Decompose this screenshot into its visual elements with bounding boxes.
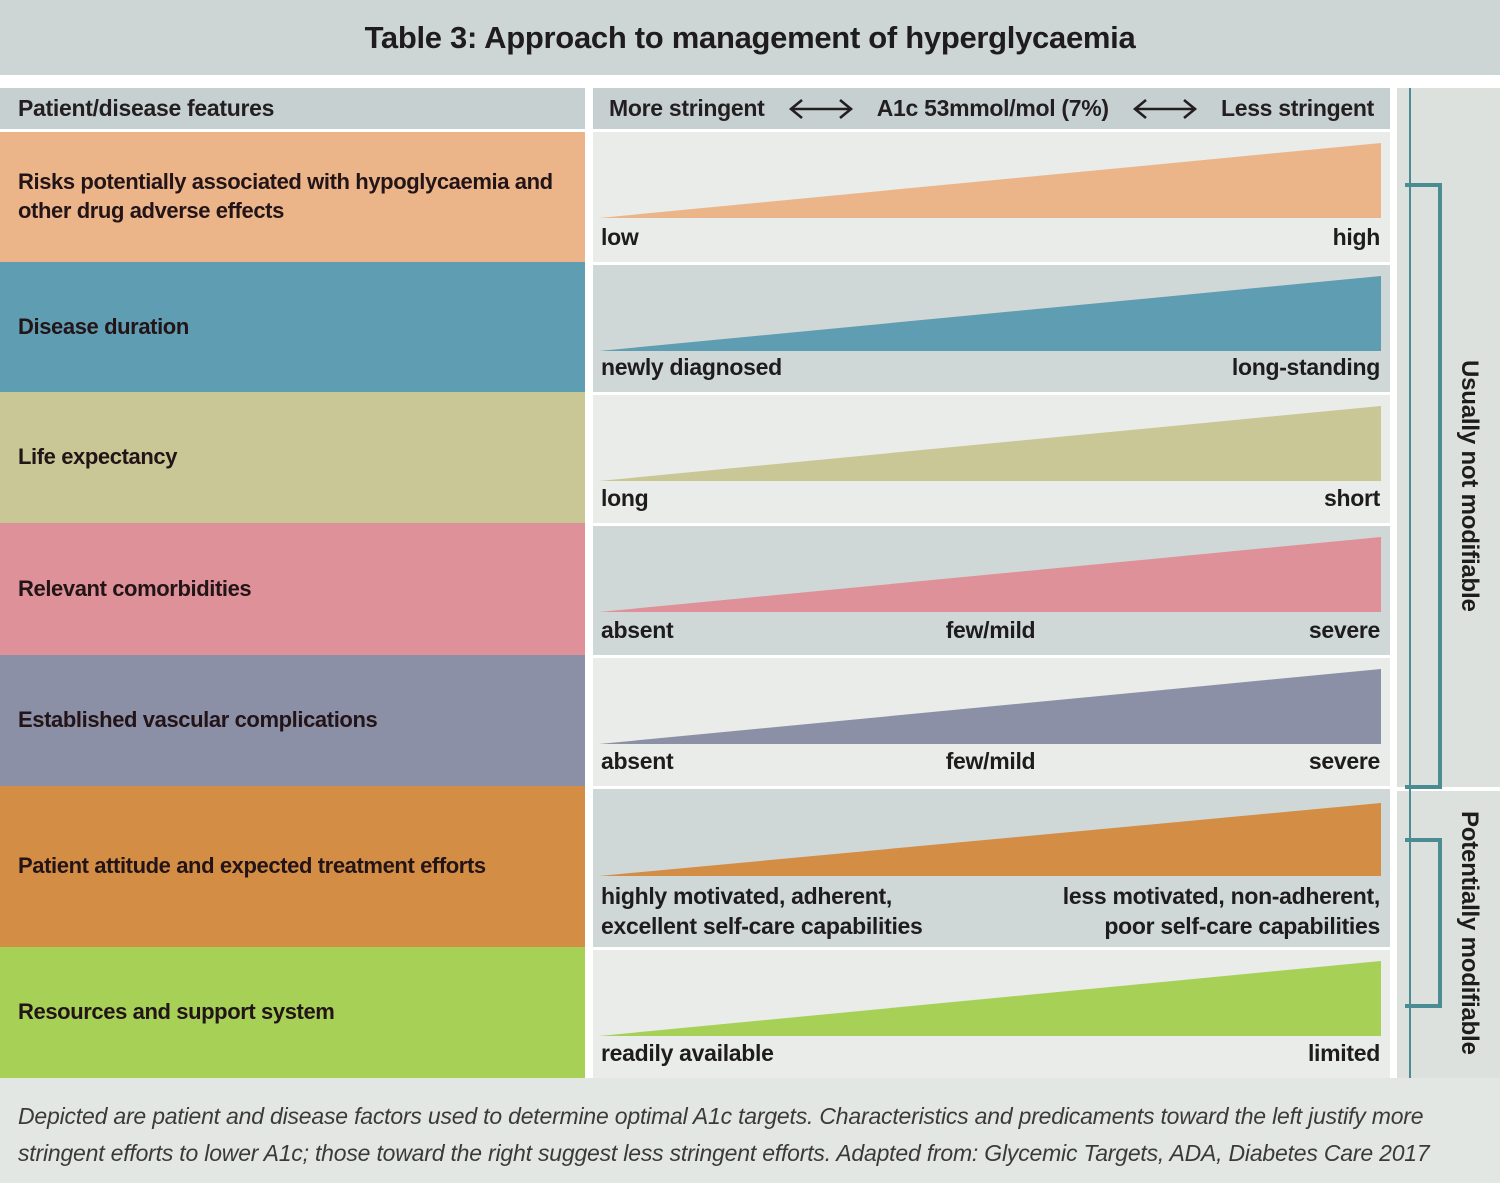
gradient-row-comorbidities: absent few/mild severe xyxy=(593,523,1390,655)
scale-labels: low high xyxy=(601,224,1380,251)
table-body: Patient/disease features Risks potential… xyxy=(0,88,1500,1078)
double-arrow-icon xyxy=(1132,98,1197,119)
gradient-triangle xyxy=(599,406,1381,481)
scale-right-label: severe xyxy=(1308,748,1380,774)
feature-cell-comorbidities: Relevant comorbidities xyxy=(0,523,585,655)
scale-left-label: highly motivated, adherent, excellent se… xyxy=(601,883,923,940)
bracket-tick xyxy=(1405,785,1442,789)
stringency-header: More stringent A1c 53mmol/mol (7%) Less … xyxy=(593,88,1390,132)
gradient-triangle xyxy=(599,669,1381,744)
footnote-area: Depicted are patient and disease factors… xyxy=(0,1078,1500,1183)
feature-cell-patient-attitude: Patient attitude and expected treatment … xyxy=(0,786,585,947)
stringency-column: More stringent A1c 53mmol/mol (7%) Less … xyxy=(593,88,1390,1078)
feature-cell-disease-duration: Disease duration xyxy=(0,262,585,392)
feature-label: Relevant comorbidities xyxy=(18,575,252,601)
scale-center-label: few/mild xyxy=(945,617,1036,643)
scale-labels: long short xyxy=(601,485,1380,512)
usually-not-modifiable-label: Usually not modifiable xyxy=(1456,360,1483,612)
gradient-row-patient-attitude: highly motivated, adherent, excellent se… xyxy=(593,786,1390,947)
scale-labels: absent few/mild severe xyxy=(601,748,1380,775)
scale-right-label: severe xyxy=(1308,617,1380,643)
feature-label: Life expectancy xyxy=(18,444,178,470)
gradient-triangle xyxy=(599,537,1381,612)
a1c-target-label: A1c 53mmol/mol (7%) xyxy=(876,95,1109,121)
feature-column-header-label: Patient/disease features xyxy=(18,95,275,121)
scale-right-label: long-standing xyxy=(1231,354,1380,380)
scale-left-label: long xyxy=(601,485,649,511)
usually-not-modifiable-bracket xyxy=(1438,183,1442,789)
feature-label: Established vascular complications xyxy=(18,707,378,733)
feature-label: Risks potentially associated with hypogl… xyxy=(18,169,553,223)
scale-left-label: absent xyxy=(601,748,674,774)
bracket-tick xyxy=(1405,1004,1442,1008)
feature-label: Disease duration xyxy=(18,313,189,339)
scale-left-label: low xyxy=(601,224,639,250)
footnote: Depicted are patient and disease factors… xyxy=(18,1103,1430,1167)
feature-cell-hypoglycaemia-risk: Risks potentially associated with hypogl… xyxy=(0,132,585,262)
page-title: Table 3: Approach to management of hyper… xyxy=(364,19,1136,55)
more-stringent-label: More stringent xyxy=(609,95,765,121)
gradient-row-resources: readily available limited xyxy=(593,947,1390,1078)
scale-labels: highly motivated, adherent, excellent se… xyxy=(601,882,1380,942)
scale-labels: newly diagnosed long-standing xyxy=(601,354,1380,381)
feature-cell-vascular-complications: Established vascular complications xyxy=(0,655,585,786)
column-divider xyxy=(1390,88,1397,1078)
gradient-row-disease-duration: newly diagnosed long-standing xyxy=(593,262,1390,392)
feature-label: Resources and support system xyxy=(18,999,335,1025)
gradient-triangle xyxy=(599,276,1381,351)
scale-right-label: limited xyxy=(1307,1040,1380,1066)
panel-border-line xyxy=(1409,88,1411,1078)
feature-cell-life-expectancy: Life expectancy xyxy=(0,392,585,523)
feature-label: Patient attitude and expected treatment … xyxy=(18,853,486,879)
scale-right-label: short xyxy=(1323,485,1380,511)
scale-right-label: high xyxy=(1332,224,1381,250)
gradient-row-life-expectancy: long short xyxy=(593,392,1390,523)
column-divider xyxy=(585,88,593,1078)
gradient-row-hypoglycaemia-risk: low high xyxy=(593,132,1390,262)
scale-labels: absent few/mild severe xyxy=(601,617,1380,644)
potentially-modifiable-bracket xyxy=(1438,838,1442,1008)
feature-column: Patient/disease features Risks potential… xyxy=(0,88,585,1078)
gradient-row-vascular-complications: absent few/mild severe xyxy=(593,655,1390,786)
feature-column-header: Patient/disease features xyxy=(0,88,585,132)
potentially-modifiable-label: Potentially modifiable xyxy=(1456,811,1483,1055)
scale-left-label: absent xyxy=(601,617,674,643)
gradient-triangle xyxy=(599,803,1381,876)
scale-labels: readily available limited xyxy=(601,1040,1380,1067)
scale-right-label: less motivated, non-adherent, poor self-… xyxy=(1062,883,1381,940)
bracket-tick xyxy=(1405,183,1442,187)
title-bar: Table 3: Approach to management of hyper… xyxy=(0,0,1500,75)
gradient-triangle xyxy=(599,961,1381,1036)
scale-center-label: few/mild xyxy=(945,748,1036,774)
modifiability-divider xyxy=(1397,787,1500,791)
feature-cell-resources: Resources and support system xyxy=(0,947,585,1078)
modifiability-panel: Usually not modifiable Potentially modif… xyxy=(1397,88,1500,1078)
double-arrow-icon xyxy=(788,98,853,119)
scale-left-label: newly diagnosed xyxy=(601,354,782,380)
bracket-tick xyxy=(1405,838,1442,842)
less-stringent-label: Less stringent xyxy=(1220,95,1374,121)
gradient-triangle xyxy=(599,143,1381,218)
scale-left-label: readily available xyxy=(601,1040,774,1066)
